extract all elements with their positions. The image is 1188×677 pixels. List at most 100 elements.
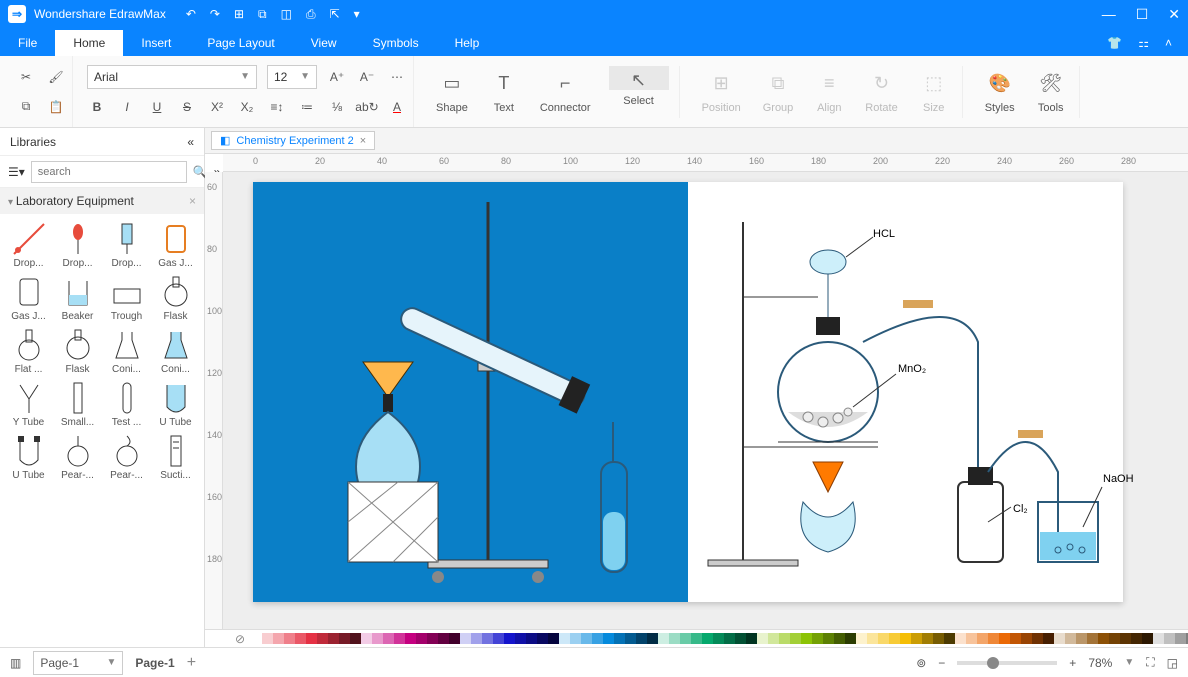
- color-swatch[interactable]: [1142, 633, 1153, 644]
- library-search-input[interactable]: [31, 161, 187, 183]
- font-more-icon[interactable]: ⋯: [387, 67, 407, 87]
- library-item[interactable]: Y Tube: [6, 379, 51, 428]
- add-page-icon[interactable]: +: [187, 654, 196, 672]
- redo-icon[interactable]: ↷: [210, 7, 220, 21]
- superscript-icon[interactable]: X²: [207, 97, 227, 117]
- undo-icon[interactable]: ↶: [186, 7, 196, 21]
- color-swatch[interactable]: [713, 633, 724, 644]
- color-swatch[interactable]: [812, 633, 823, 644]
- ribbon-text-button[interactable]: TText: [486, 66, 522, 118]
- color-swatch[interactable]: [284, 633, 295, 644]
- color-swatch[interactable]: [339, 633, 350, 644]
- collapse-ribbon-icon[interactable]: ˄: [1165, 36, 1172, 50]
- color-swatch[interactable]: [438, 633, 449, 644]
- library-item[interactable]: Drop...: [55, 220, 100, 269]
- color-swatch[interactable]: [768, 633, 779, 644]
- color-swatch[interactable]: [911, 633, 922, 644]
- library-item[interactable]: Coni...: [104, 326, 149, 375]
- minimize-icon[interactable]: —: [1102, 6, 1116, 23]
- doc-tab[interactable]: ◧ Chemistry Experiment 2 ×: [211, 131, 375, 150]
- category-close-icon[interactable]: ×: [189, 194, 196, 208]
- color-swatch[interactable]: [999, 633, 1010, 644]
- color-swatch[interactable]: [900, 633, 911, 644]
- apps-icon[interactable]: ⚏: [1138, 36, 1149, 50]
- color-swatch[interactable]: [1175, 633, 1186, 644]
- library-item[interactable]: Flask: [153, 273, 198, 322]
- library-item[interactable]: Sucti...: [153, 432, 198, 481]
- new-icon[interactable]: ⊞: [234, 7, 244, 21]
- format-painter-icon[interactable]: 🖌: [46, 67, 66, 87]
- color-swatch[interactable]: [1131, 633, 1142, 644]
- color-swatch[interactable]: [1076, 633, 1087, 644]
- copy-icon[interactable]: ⧉: [16, 97, 36, 117]
- color-swatch[interactable]: [1065, 633, 1076, 644]
- library-item[interactable]: Pear-...: [104, 432, 149, 481]
- pages-icon[interactable]: ▥: [10, 656, 21, 670]
- color-swatch[interactable]: [702, 633, 713, 644]
- color-swatch[interactable]: [251, 633, 262, 644]
- ribbon-tools-button[interactable]: 🛠Tools: [1033, 66, 1069, 118]
- color-swatch[interactable]: [944, 633, 955, 644]
- library-item[interactable]: Gas J...: [6, 273, 51, 322]
- color-swatch[interactable]: [867, 633, 878, 644]
- color-swatch[interactable]: [1098, 633, 1109, 644]
- shrink-font-icon[interactable]: A⁻: [357, 67, 377, 87]
- color-swatch[interactable]: [581, 633, 592, 644]
- page-select[interactable]: Page-1▼: [33, 651, 123, 675]
- collapse-library-icon[interactable]: «: [187, 135, 194, 149]
- menu-page-layout[interactable]: Page Layout: [189, 30, 292, 56]
- color-swatch[interactable]: [1087, 633, 1098, 644]
- color-swatch[interactable]: [361, 633, 372, 644]
- menu-home[interactable]: Home: [55, 30, 123, 56]
- grow-font-icon[interactable]: A⁺: [327, 67, 347, 87]
- library-item[interactable]: Flask: [55, 326, 100, 375]
- color-swatch[interactable]: [658, 633, 669, 644]
- color-swatch[interactable]: [856, 633, 867, 644]
- color-swatch[interactable]: [1032, 633, 1043, 644]
- color-swatch[interactable]: [504, 633, 515, 644]
- page-tab-label[interactable]: Page-1: [135, 656, 174, 670]
- bold-icon[interactable]: B: [87, 97, 107, 117]
- color-swatch[interactable]: [306, 633, 317, 644]
- color-swatch[interactable]: [724, 633, 735, 644]
- underline-icon[interactable]: U: [147, 97, 167, 117]
- library-item[interactable]: Beaker: [55, 273, 100, 322]
- color-palette[interactable]: ⊘: [205, 629, 1188, 647]
- color-swatch[interactable]: [383, 633, 394, 644]
- color-swatch[interactable]: [559, 633, 570, 644]
- cut-icon[interactable]: ✂: [16, 67, 36, 87]
- color-swatch[interactable]: [988, 633, 999, 644]
- canvas[interactable]: HCL MnO₂: [223, 172, 1188, 629]
- shirt-icon[interactable]: 👕: [1107, 36, 1122, 50]
- color-swatch[interactable]: [1021, 633, 1032, 644]
- subscript-icon[interactable]: X₂: [237, 97, 257, 117]
- color-swatch[interactable]: [526, 633, 537, 644]
- library-item[interactable]: Drop...: [104, 220, 149, 269]
- library-item[interactable]: U Tube: [6, 432, 51, 481]
- library-item[interactable]: Test ...: [104, 379, 149, 428]
- font-size-select[interactable]: 12▼: [267, 65, 317, 89]
- zoom-out-icon[interactable]: −: [938, 656, 945, 670]
- color-swatch[interactable]: [427, 633, 438, 644]
- numbering-icon[interactable]: ⅛: [327, 97, 347, 117]
- color-swatch[interactable]: [845, 633, 856, 644]
- maximize-icon[interactable]: ☐: [1136, 6, 1149, 23]
- color-swatch[interactable]: [603, 633, 614, 644]
- color-swatch[interactable]: [471, 633, 482, 644]
- save-icon[interactable]: ◫: [281, 7, 292, 21]
- no-fill-icon[interactable]: ⊘: [235, 632, 245, 646]
- color-swatch[interactable]: [933, 633, 944, 644]
- ribbon-styles-button[interactable]: 🎨Styles: [981, 66, 1019, 118]
- fit-width-icon[interactable]: ◲: [1167, 656, 1178, 670]
- library-menu-icon[interactable]: ☰▾: [8, 165, 25, 179]
- color-swatch[interactable]: [416, 633, 427, 644]
- close-icon[interactable]: ✕: [1168, 6, 1180, 23]
- color-swatch[interactable]: [955, 633, 966, 644]
- menu-insert[interactable]: Insert: [123, 30, 189, 56]
- qat-more-icon[interactable]: ▾: [354, 7, 360, 21]
- color-swatch[interactable]: [735, 633, 746, 644]
- color-swatch[interactable]: [570, 633, 581, 644]
- color-swatch[interactable]: [1010, 633, 1021, 644]
- color-swatch[interactable]: [350, 633, 361, 644]
- color-swatch[interactable]: [977, 633, 988, 644]
